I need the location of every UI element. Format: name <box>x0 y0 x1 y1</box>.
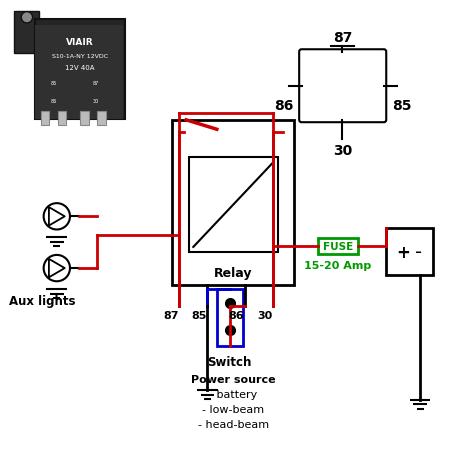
Text: FUSE: FUSE <box>323 241 353 251</box>
Text: 12V 40A: 12V 40A <box>65 65 95 71</box>
Text: -: - <box>415 243 422 262</box>
Bar <box>35 20 125 120</box>
Text: VIAIR: VIAIR <box>66 38 94 47</box>
Text: 86: 86 <box>274 99 294 112</box>
Text: S10-1A-NY 12VDC: S10-1A-NY 12VDC <box>52 54 108 60</box>
Bar <box>35 26 123 120</box>
Text: 85: 85 <box>392 99 411 112</box>
Bar <box>41 112 49 125</box>
Bar <box>15 11 39 54</box>
Bar <box>217 290 243 346</box>
Bar <box>172 120 294 285</box>
Bar <box>318 238 358 255</box>
Bar <box>80 112 89 125</box>
Text: 86: 86 <box>229 310 245 320</box>
Text: 30: 30 <box>333 144 352 158</box>
Bar <box>189 158 278 252</box>
Text: Aux lights: Aux lights <box>9 294 76 307</box>
Text: 30: 30 <box>92 99 99 103</box>
Text: 30: 30 <box>257 310 273 320</box>
Text: 87: 87 <box>333 31 352 45</box>
Text: - low-beam: - low-beam <box>202 404 264 414</box>
Text: 85: 85 <box>191 310 207 320</box>
Bar <box>386 228 433 276</box>
Text: 87: 87 <box>92 81 99 86</box>
Text: - head-beam: - head-beam <box>198 419 269 429</box>
Text: +: + <box>396 243 410 261</box>
Text: 85: 85 <box>51 81 57 86</box>
Bar <box>97 112 106 125</box>
Text: Switch: Switch <box>207 356 252 368</box>
Text: 86: 86 <box>51 99 57 103</box>
Text: Power source: Power source <box>191 374 275 384</box>
Text: 15-20 Amp: 15-20 Amp <box>304 260 372 270</box>
Text: - battery: - battery <box>209 389 257 399</box>
Text: 87: 87 <box>163 310 178 320</box>
Bar <box>58 112 66 125</box>
Circle shape <box>21 12 33 24</box>
Text: Relay: Relay <box>214 267 253 280</box>
